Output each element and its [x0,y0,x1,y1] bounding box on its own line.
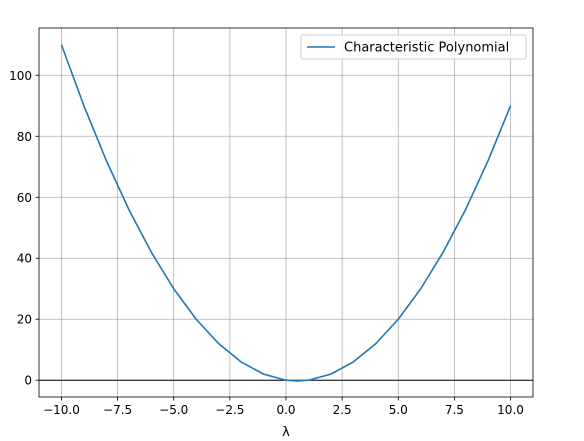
x-tick-label: −2.5 [215,403,244,417]
legend-box [300,34,527,60]
y-tick-label: 0 [24,374,32,388]
legend: Characteristic Polynomial [300,34,527,60]
y-tick-label: 20 [17,313,32,327]
x-tick-label: −7.5 [103,403,132,417]
y-tick-label: 40 [17,252,32,266]
x-tick-label: −5.0 [159,403,188,417]
y-tick-label: 80 [17,130,32,144]
y-tick-label: 60 [17,191,32,205]
x-axis-label: λ [282,425,290,440]
series-line-characteristic-polynomial [60,44,512,382]
grid [39,28,533,397]
x-tick-label: −10.0 [43,403,80,417]
y-tick-label: 100 [9,69,32,83]
x-tick-label: 2.5 [333,403,352,417]
x-tick-label: 0.0 [276,403,295,417]
x-tick-label: 5.0 [389,403,408,417]
series-group [60,44,512,382]
x-tick-label: 10.0 [497,403,524,417]
y-axis-ticks: 0 20 40 60 80 100 [9,69,39,388]
legend-label: Characteristic Polynomial [344,41,509,56]
x-tick-label: 7.5 [445,403,464,417]
x-axis-ticks: −10.0 −7.5 −5.0 −2.5 0.0 2.5 5.0 7.5 10.0 [43,397,524,417]
